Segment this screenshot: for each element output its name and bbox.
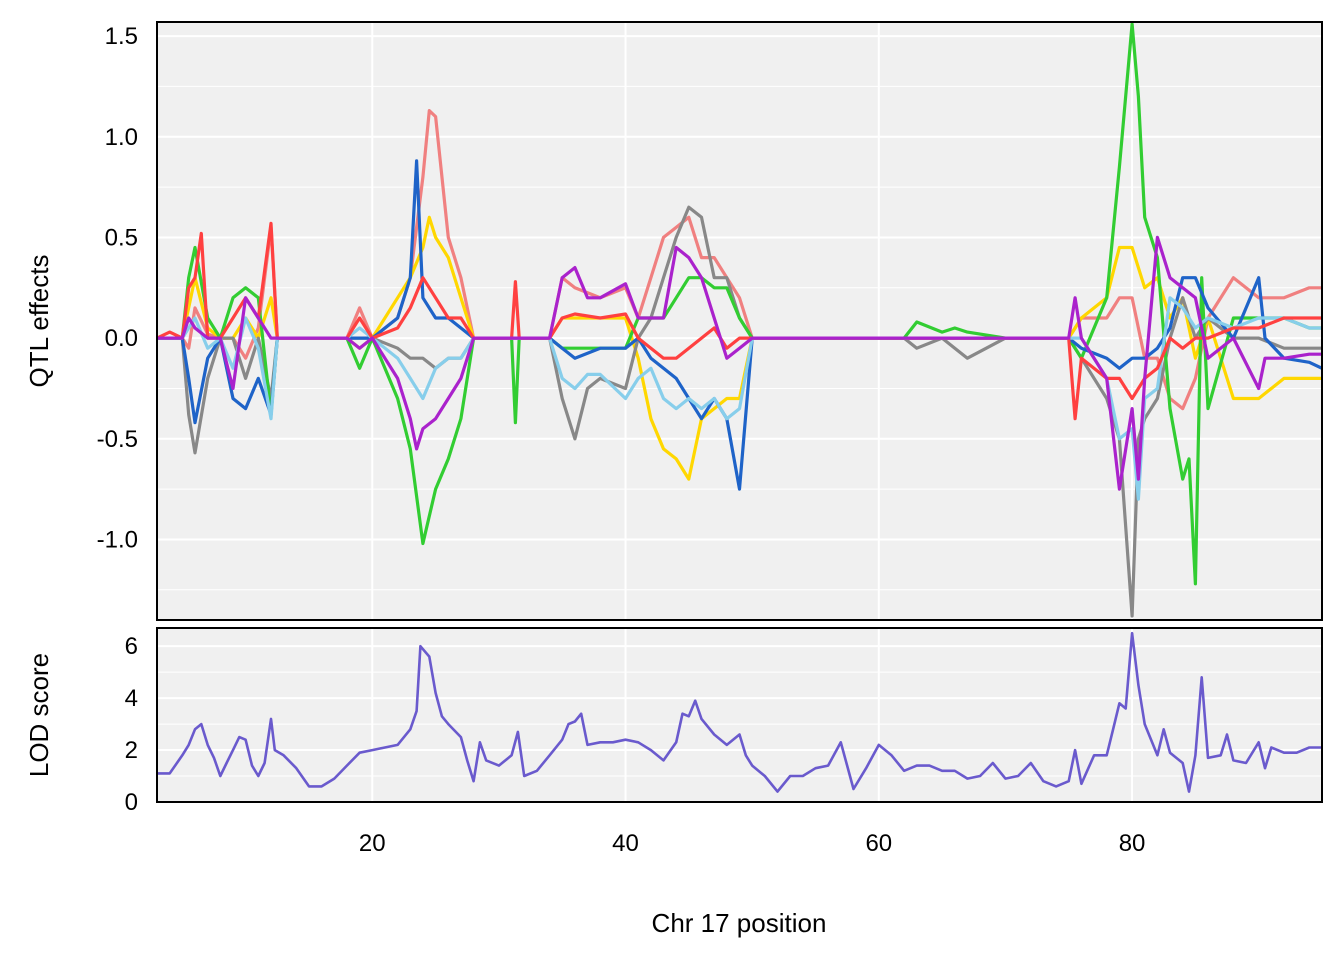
effects-panel: 1.5 1.0 0.5 0.0 -0.5 -1.0 QTL effects xyxy=(24,21,1323,621)
effects-series-group xyxy=(157,22,1322,618)
lod-plot-background xyxy=(157,628,1322,802)
effects-y-tick-label: 1.5 xyxy=(105,23,138,50)
lod-y-tick-label: 0 xyxy=(125,789,138,816)
lod-panel-border xyxy=(156,627,1323,803)
x-tick-label: 20 xyxy=(359,830,386,857)
effects-series-line-8 xyxy=(157,235,1322,491)
effects-plot-background xyxy=(157,22,1322,620)
x-tick-label: 40 xyxy=(612,830,639,857)
lod-y-tick-label: 4 xyxy=(125,685,138,712)
lod-y-tick-label: 2 xyxy=(125,737,138,764)
lod-panel: 6 4 2 0 LOD score xyxy=(24,627,1323,816)
x-axis-title: Chr 17 position xyxy=(652,908,827,938)
effects-y-tick-label: 1.0 xyxy=(105,124,138,151)
x-tick-label: 80 xyxy=(1119,830,1146,857)
effects-y-tick-label: -0.5 xyxy=(97,426,138,453)
effects-panel-border xyxy=(156,21,1323,621)
effects-y-tick-label: 0.5 xyxy=(105,224,138,251)
lod-series-group xyxy=(157,631,1322,793)
effects-y-tick-labels: 1.5 1.0 0.5 0.0 -0.5 -1.0 xyxy=(97,23,138,553)
lod-y-axis-title: LOD score xyxy=(24,653,54,777)
x-tick-labels: 20 40 60 80 xyxy=(359,830,1145,857)
effects-y-tick-label: 0.0 xyxy=(105,325,138,352)
lod-series-line-1 xyxy=(157,631,1322,793)
x-tick-label: 60 xyxy=(865,830,892,857)
lod-y-tick-label: 6 xyxy=(125,633,138,660)
effects-y-tick-label: -1.0 xyxy=(97,526,138,553)
lod-y-tick-labels: 6 4 2 0 xyxy=(125,633,138,816)
effects-y-axis-title: QTL effects xyxy=(24,255,54,388)
